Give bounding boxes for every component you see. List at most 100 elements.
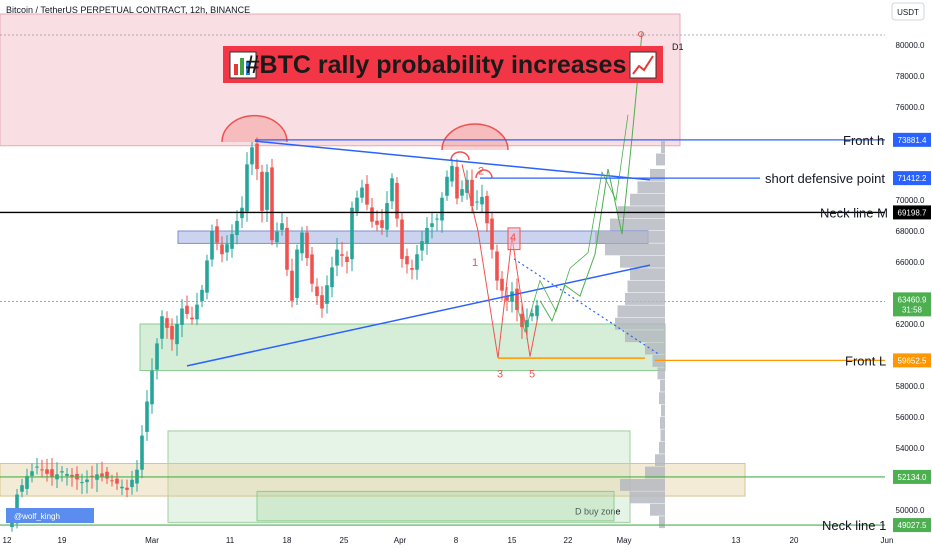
symbol-title: Bitcoin / TetherUS PERPETUAL CONTRACT, 1…	[6, 5, 250, 15]
candle-body	[130, 479, 134, 488]
candle-body	[485, 195, 489, 224]
candle-body	[420, 241, 424, 251]
candle-body	[500, 278, 504, 291]
wave-label: 3	[497, 369, 503, 381]
countdown-text: 31:58	[902, 305, 923, 314]
candle-body	[35, 466, 39, 468]
x-tick-label: Jun	[881, 536, 894, 545]
zones-layer: D1 D buy zone	[0, 13, 746, 523]
profile-bar	[645, 466, 665, 479]
candle-body	[120, 486, 124, 489]
candle-body	[425, 227, 429, 244]
candle-body	[450, 165, 454, 182]
current-price-text: 63460.9	[898, 295, 927, 304]
profile-bar	[627, 280, 665, 293]
lower-trendline	[186, 264, 651, 367]
candle-body	[70, 474, 74, 477]
profile-bar	[660, 379, 665, 392]
candle-body	[25, 475, 29, 489]
zone-label: D1	[672, 42, 684, 52]
level-label: short defensive point	[765, 171, 885, 186]
candle-body	[370, 207, 374, 222]
profile-bar	[657, 367, 665, 380]
level-price-text: 59652.5	[898, 356, 927, 365]
candle-body	[490, 218, 494, 250]
top-arc	[475, 169, 493, 179]
candle-body	[60, 471, 64, 473]
profile-bar	[610, 218, 665, 231]
y-tick-label: 56000.0	[896, 413, 925, 422]
candle-body	[390, 178, 394, 202]
candle-body	[125, 487, 129, 490]
candle-body	[410, 268, 414, 270]
candle-body	[30, 471, 34, 476]
price-axis: 63460.931:58 50000.0 54000.0 56000.0 58000.0…	[893, 41, 931, 515]
candle-body	[320, 295, 324, 309]
currency-badge[interactable]	[891, 2, 925, 21]
candle-body	[215, 226, 219, 243]
currency-label: USDT	[897, 8, 919, 17]
candle-body	[415, 254, 419, 270]
x-tick-label: 13	[732, 536, 741, 545]
level-price-text: 71412.2	[898, 174, 927, 183]
candle-body	[265, 172, 269, 210]
candle-body	[255, 143, 259, 169]
candle-body	[140, 435, 144, 470]
candle-body	[80, 482, 84, 484]
profile-bar	[659, 516, 665, 529]
profile-bar	[661, 404, 665, 417]
y-tick-label: 70000.0	[896, 196, 925, 205]
profile-bar	[630, 193, 665, 206]
candle-body	[175, 324, 179, 345]
profile-bar	[605, 243, 665, 256]
zone-rect-inner	[256, 490, 615, 522]
x-tick-label: Mar	[145, 536, 159, 545]
candle-body	[530, 313, 534, 317]
y-tick-label: 78000.0	[896, 72, 925, 81]
level-label: Neck line M	[820, 205, 888, 220]
grid-layer	[0, 34, 885, 302]
x-tick-label: 18	[283, 536, 292, 545]
wave-label: 1	[472, 257, 478, 269]
candle-body	[480, 196, 484, 205]
candle-body	[380, 220, 384, 228]
candle-body	[400, 219, 404, 259]
x-tick-label: 12	[3, 536, 12, 545]
profile-bar	[645, 342, 665, 355]
candle-body	[50, 469, 54, 478]
profile-bar	[656, 153, 665, 166]
profile-bar	[617, 305, 665, 318]
candle-body	[65, 473, 69, 476]
profile-bar	[660, 429, 665, 442]
svg-text:@wolf_kingh: @wolf_kingh	[14, 512, 60, 521]
level-price-text: 52134.0	[898, 473, 927, 482]
profile-bar	[625, 330, 665, 343]
drawings-layer: 1 2 3 4 5	[186, 31, 661, 381]
profile-bar	[659, 441, 665, 454]
profile-bar	[615, 317, 665, 330]
profile-bar	[661, 141, 665, 153]
wave-label: 5	[529, 369, 535, 381]
candle-body	[395, 182, 399, 219]
candle-body	[445, 176, 449, 196]
x-tick-label: May	[616, 536, 631, 545]
candle-body	[460, 189, 464, 196]
candle-body	[260, 171, 264, 211]
candle-body	[230, 234, 234, 249]
profile-bar	[630, 268, 665, 281]
candle-body	[360, 187, 364, 198]
candle-body	[290, 270, 294, 301]
zone-rect	[139, 323, 666, 371]
x-tick-label: 19	[58, 536, 67, 545]
candle-body	[85, 479, 89, 483]
candle-body	[365, 183, 369, 205]
y-tick-label: 76000.0	[896, 103, 925, 112]
wave-box	[507, 227, 521, 251]
candle-body	[225, 244, 229, 253]
level-price-text: 73881.4	[898, 136, 927, 145]
level-price-tag	[893, 469, 931, 484]
x-tick-label: Apr	[394, 536, 407, 545]
profile-bar	[620, 255, 665, 268]
